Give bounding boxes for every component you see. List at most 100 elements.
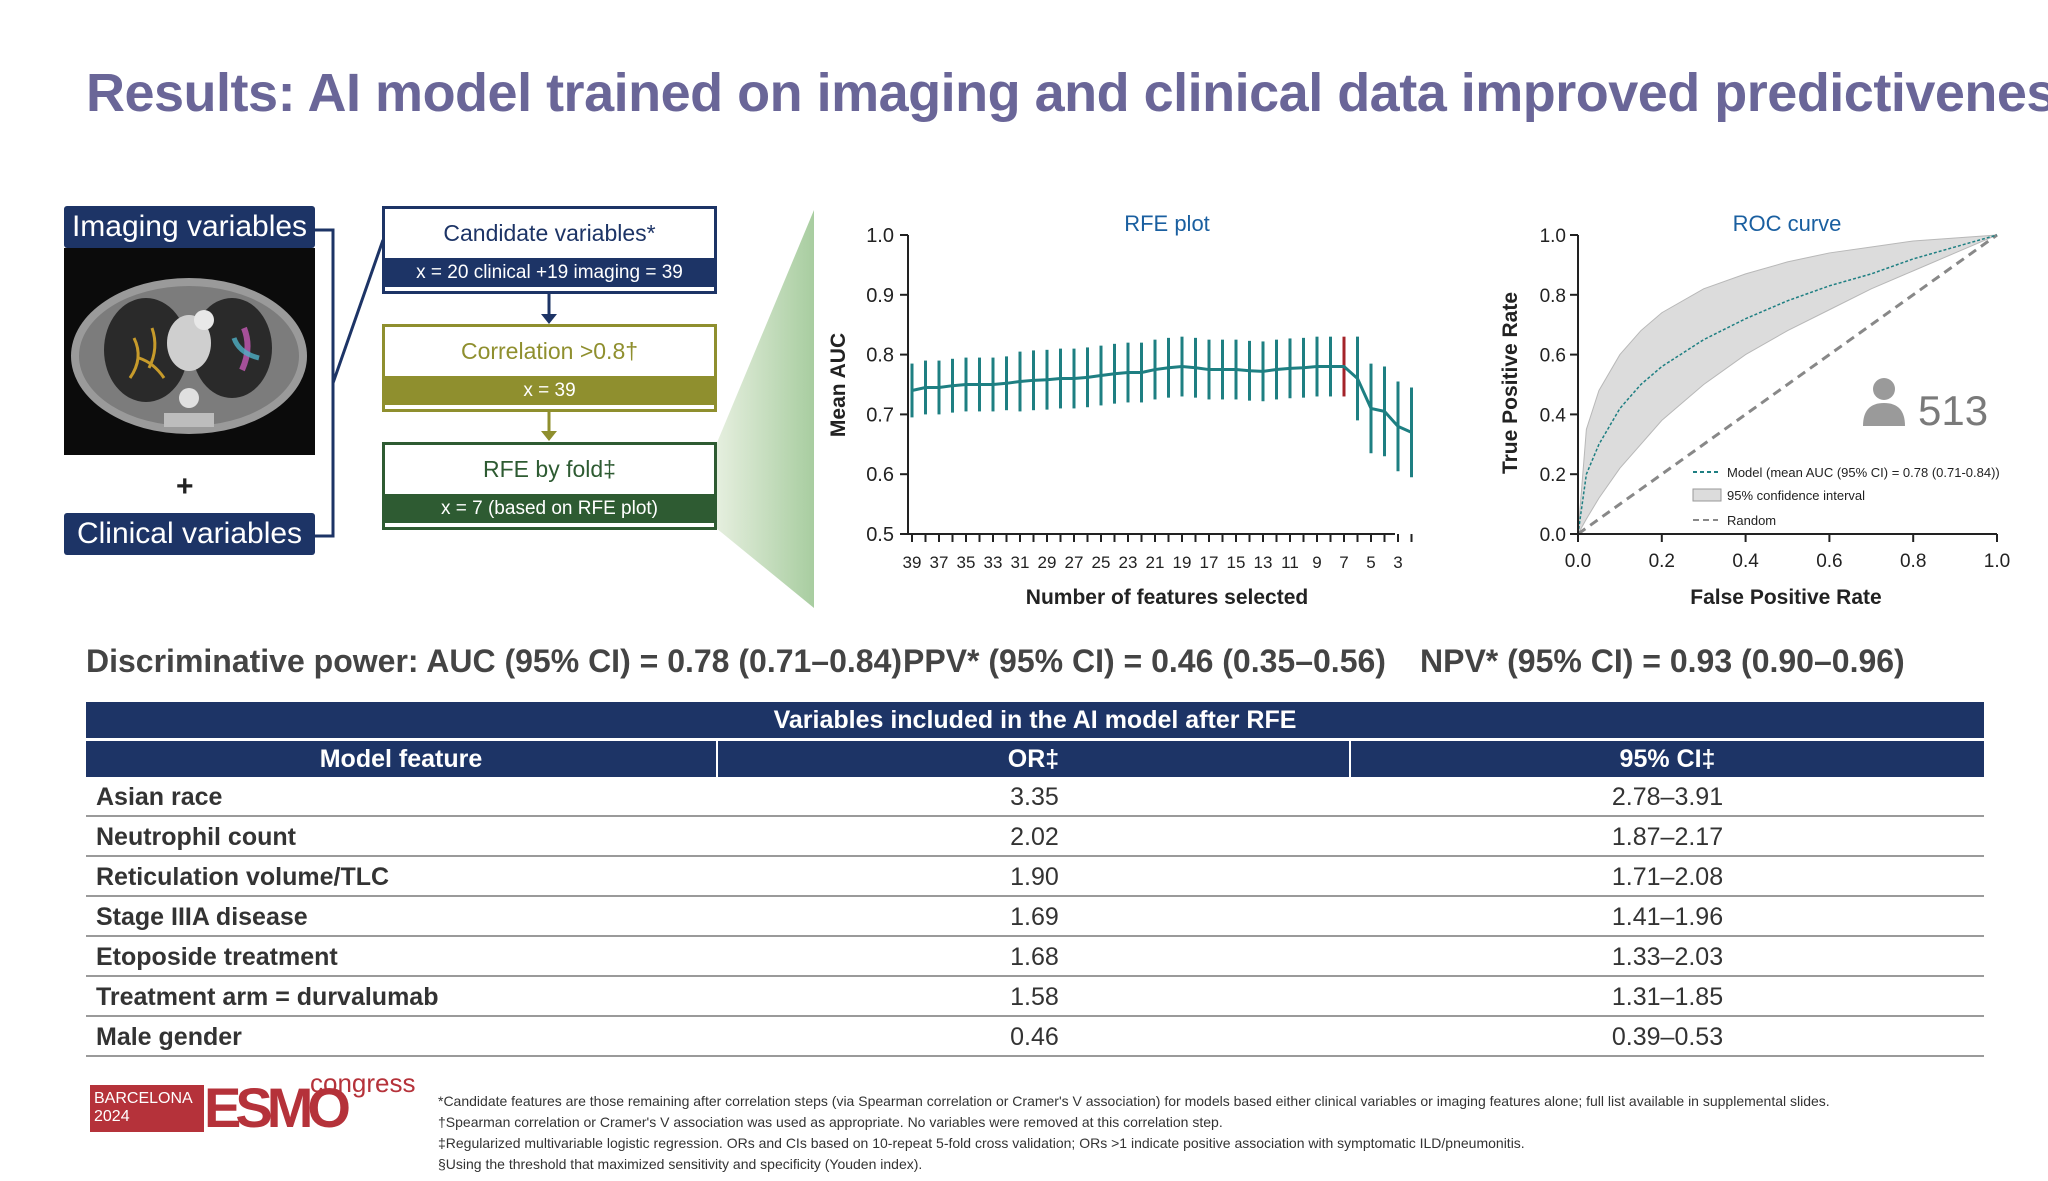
rfe-by-fold-box: RFE by fold‡ x = 7 (based on RFE plot) — [382, 442, 717, 530]
rfe-x-tick-label: 15 — [1227, 553, 1246, 572]
ci-cell: 1.31–1.85 — [1611, 983, 1724, 1011]
roc-chart: ROC curve False Positive Rate True Posit… — [1499, 211, 2010, 609]
rfe-by-fold-title: RFE by fold‡ — [483, 456, 616, 482]
rfe-x-tick-label: 13 — [1254, 553, 1273, 572]
rfe-x-tick-label: 3 — [1393, 553, 1402, 572]
rfe-y-tick-label: 1.0 — [866, 225, 894, 247]
rfe-x-tick-label: 27 — [1065, 553, 1084, 572]
congress-location-logo: BARCELONA 2024 — [90, 1085, 204, 1132]
person-icon-head — [1873, 378, 1895, 400]
header-model-feature: Model feature — [86, 741, 718, 777]
logo-year: 2024 — [94, 1108, 130, 1125]
rfe-x-tick-label: 25 — [1092, 553, 1111, 572]
rfe-x-axis-label: Number of features selected — [1026, 586, 1308, 609]
correlation-title: Correlation >0.8† — [460, 338, 639, 364]
zoom-wedge — [716, 210, 814, 608]
rfe-y-tick-label: 0.6 — [866, 464, 894, 486]
roc-x-tick-label: 1.0 — [1984, 551, 2010, 572]
roc-x-tick-label: 0.4 — [1732, 551, 1759, 572]
rfe-y-tick-label: 0.5 — [866, 524, 894, 546]
rfe-x-tick-label: 39 — [903, 553, 922, 572]
footnote-3: ‡Regularized multivariable logistic regr… — [438, 1135, 1525, 1151]
rfe-x-tick-label: 7 — [1339, 553, 1348, 572]
rfe-x-tick-label: 23 — [1119, 553, 1138, 572]
rfe-x-tick-label: 31 — [1011, 553, 1030, 572]
roc-y-tick-label: 1.0 — [1540, 226, 1566, 247]
or-cell: 1.68 — [1010, 943, 1059, 971]
variables-table: Variables included in the AI model after… — [86, 702, 1984, 1057]
table-row: Reticulation volume/TLC 1.90 1.71–2.08 — [86, 857, 1984, 897]
ppv-metric: PPV* (95% CI) = 0.46 (0.35–0.56) — [903, 643, 1386, 679]
table-row: Stage IIIA disease 1.69 1.41–1.96 — [86, 897, 1984, 937]
rfe-chart: RFE plot Number of features selected Mea… — [827, 211, 1413, 609]
roc-y-tick-label: 0.2 — [1540, 465, 1566, 486]
ci-cell: 2.78–3.91 — [1611, 783, 1724, 811]
or-cell: 2.02 — [1010, 823, 1059, 851]
roc-y-tick-label: 0.0 — [1540, 525, 1566, 546]
legend-random-label: Random — [1727, 513, 1776, 528]
roc-random-line — [1577, 233, 1998, 536]
rfe-y-tick-label: 0.7 — [866, 404, 894, 426]
feature-cell: Neutrophil count — [96, 823, 296, 851]
table-header: Model feature OR‡ 95% CI‡ — [86, 741, 1984, 777]
roc-chart-title: ROC curve — [1733, 211, 1842, 236]
header-ci: 95% CI‡ — [1351, 741, 1984, 777]
roc-x-tick-label: 0.2 — [1649, 551, 1675, 572]
correlation-count: x = 39 — [385, 376, 714, 405]
footnote-2: †Spearman correlation or Cramer's V asso… — [438, 1114, 1223, 1130]
roc-x-tick-label: 0.8 — [1900, 551, 1926, 572]
imaging-variables-label: Imaging variables — [64, 206, 315, 248]
congress-wordmark: congress — [310, 1068, 416, 1098]
roc-y-tick-label: 0.4 — [1540, 405, 1567, 426]
roc-x-axis-label: False Positive Rate — [1690, 586, 1881, 609]
table-row: Male gender 0.46 0.39–0.53 — [86, 1017, 1984, 1057]
roc-model-line — [1577, 234, 1998, 535]
rfe-x-tick-label: 19 — [1173, 553, 1192, 572]
header-or: OR‡ — [718, 741, 1351, 777]
table-row: Treatment arm = durvalumab 1.58 1.31–1.8… — [86, 977, 1984, 1017]
table-row: Neutrophil count 2.02 1.87–2.17 — [86, 817, 1984, 857]
or-cell: 1.69 — [1010, 903, 1059, 931]
ct-scan-image — [64, 248, 315, 455]
table-row: Etoposide treatment 1.68 1.33–2.03 — [86, 937, 1984, 977]
flow-connectors — [315, 210, 814, 608]
rfe-x-tick-label: 9 — [1312, 553, 1321, 572]
ci-cell: 0.39–0.53 — [1611, 1023, 1724, 1051]
or-cell: 1.58 — [1010, 983, 1059, 1011]
clinical-variables-label: Clinical variables — [64, 513, 315, 555]
rfe-y-tick-label: 0.9 — [866, 285, 894, 307]
plus-sign: + — [176, 470, 194, 503]
rfe-y-axis-label: Mean AUC — [827, 333, 850, 437]
table-row: Asian race 3.35 2.78–3.91 — [86, 777, 1984, 817]
or-cell: 1.90 — [1010, 863, 1059, 891]
roc-y-axis-label: True Positive Rate — [1499, 292, 1522, 474]
legend-ci-swatch — [1692, 488, 1722, 502]
table-title: Variables included in the AI model after… — [86, 702, 1984, 738]
roc-y-tick-label: 0.8 — [1540, 286, 1566, 307]
ci-cell: 1.41–1.96 — [1611, 903, 1724, 931]
roc-y-tick-label: 0.6 — [1540, 346, 1566, 367]
ci-cell: 1.87–2.17 — [1611, 823, 1724, 851]
roc-legend: Model (mean AUC (95% CI) = 0.78 (0.71-0.… — [1692, 465, 2000, 528]
candidate-variables-title: Candidate variables* — [443, 220, 656, 246]
candidate-variables-box: Candidate variables* x = 20 clinical +19… — [382, 206, 717, 294]
patient-count: 513 — [1918, 387, 1988, 434]
legend-model-label: Model (mean AUC (95% CI) = 0.78 (0.71-0.… — [1727, 465, 2000, 480]
patient-count-group: 513 — [1863, 378, 1988, 434]
ci-cell: 1.33–2.03 — [1611, 943, 1724, 971]
rfe-x-tick-label: 21 — [1146, 553, 1165, 572]
correlation-box: Correlation >0.8† x = 39 — [382, 324, 717, 412]
footnote-1: *Candidate features are those remaining … — [438, 1093, 1830, 1109]
rfe-x-tick-label: 35 — [957, 553, 976, 572]
footnote-4: §Using the threshold that maximized sens… — [438, 1156, 923, 1172]
rfe-by-fold-count: x = 7 (based on RFE plot) — [385, 494, 714, 523]
rfe-y-tick-label: 0.8 — [866, 345, 894, 367]
or-cell: 3.35 — [1010, 783, 1059, 811]
roc-x-tick-label: 0.6 — [1816, 551, 1842, 572]
feature-cell: Stage IIIA disease — [96, 903, 308, 931]
person-icon-body — [1863, 403, 1905, 426]
roc-x-tick-label: 0.0 — [1565, 551, 1591, 572]
feature-cell: Male gender — [96, 1023, 242, 1051]
esmo-logo: ESMO — [204, 1076, 351, 1139]
rfe-chart-title: RFE plot — [1124, 211, 1210, 236]
